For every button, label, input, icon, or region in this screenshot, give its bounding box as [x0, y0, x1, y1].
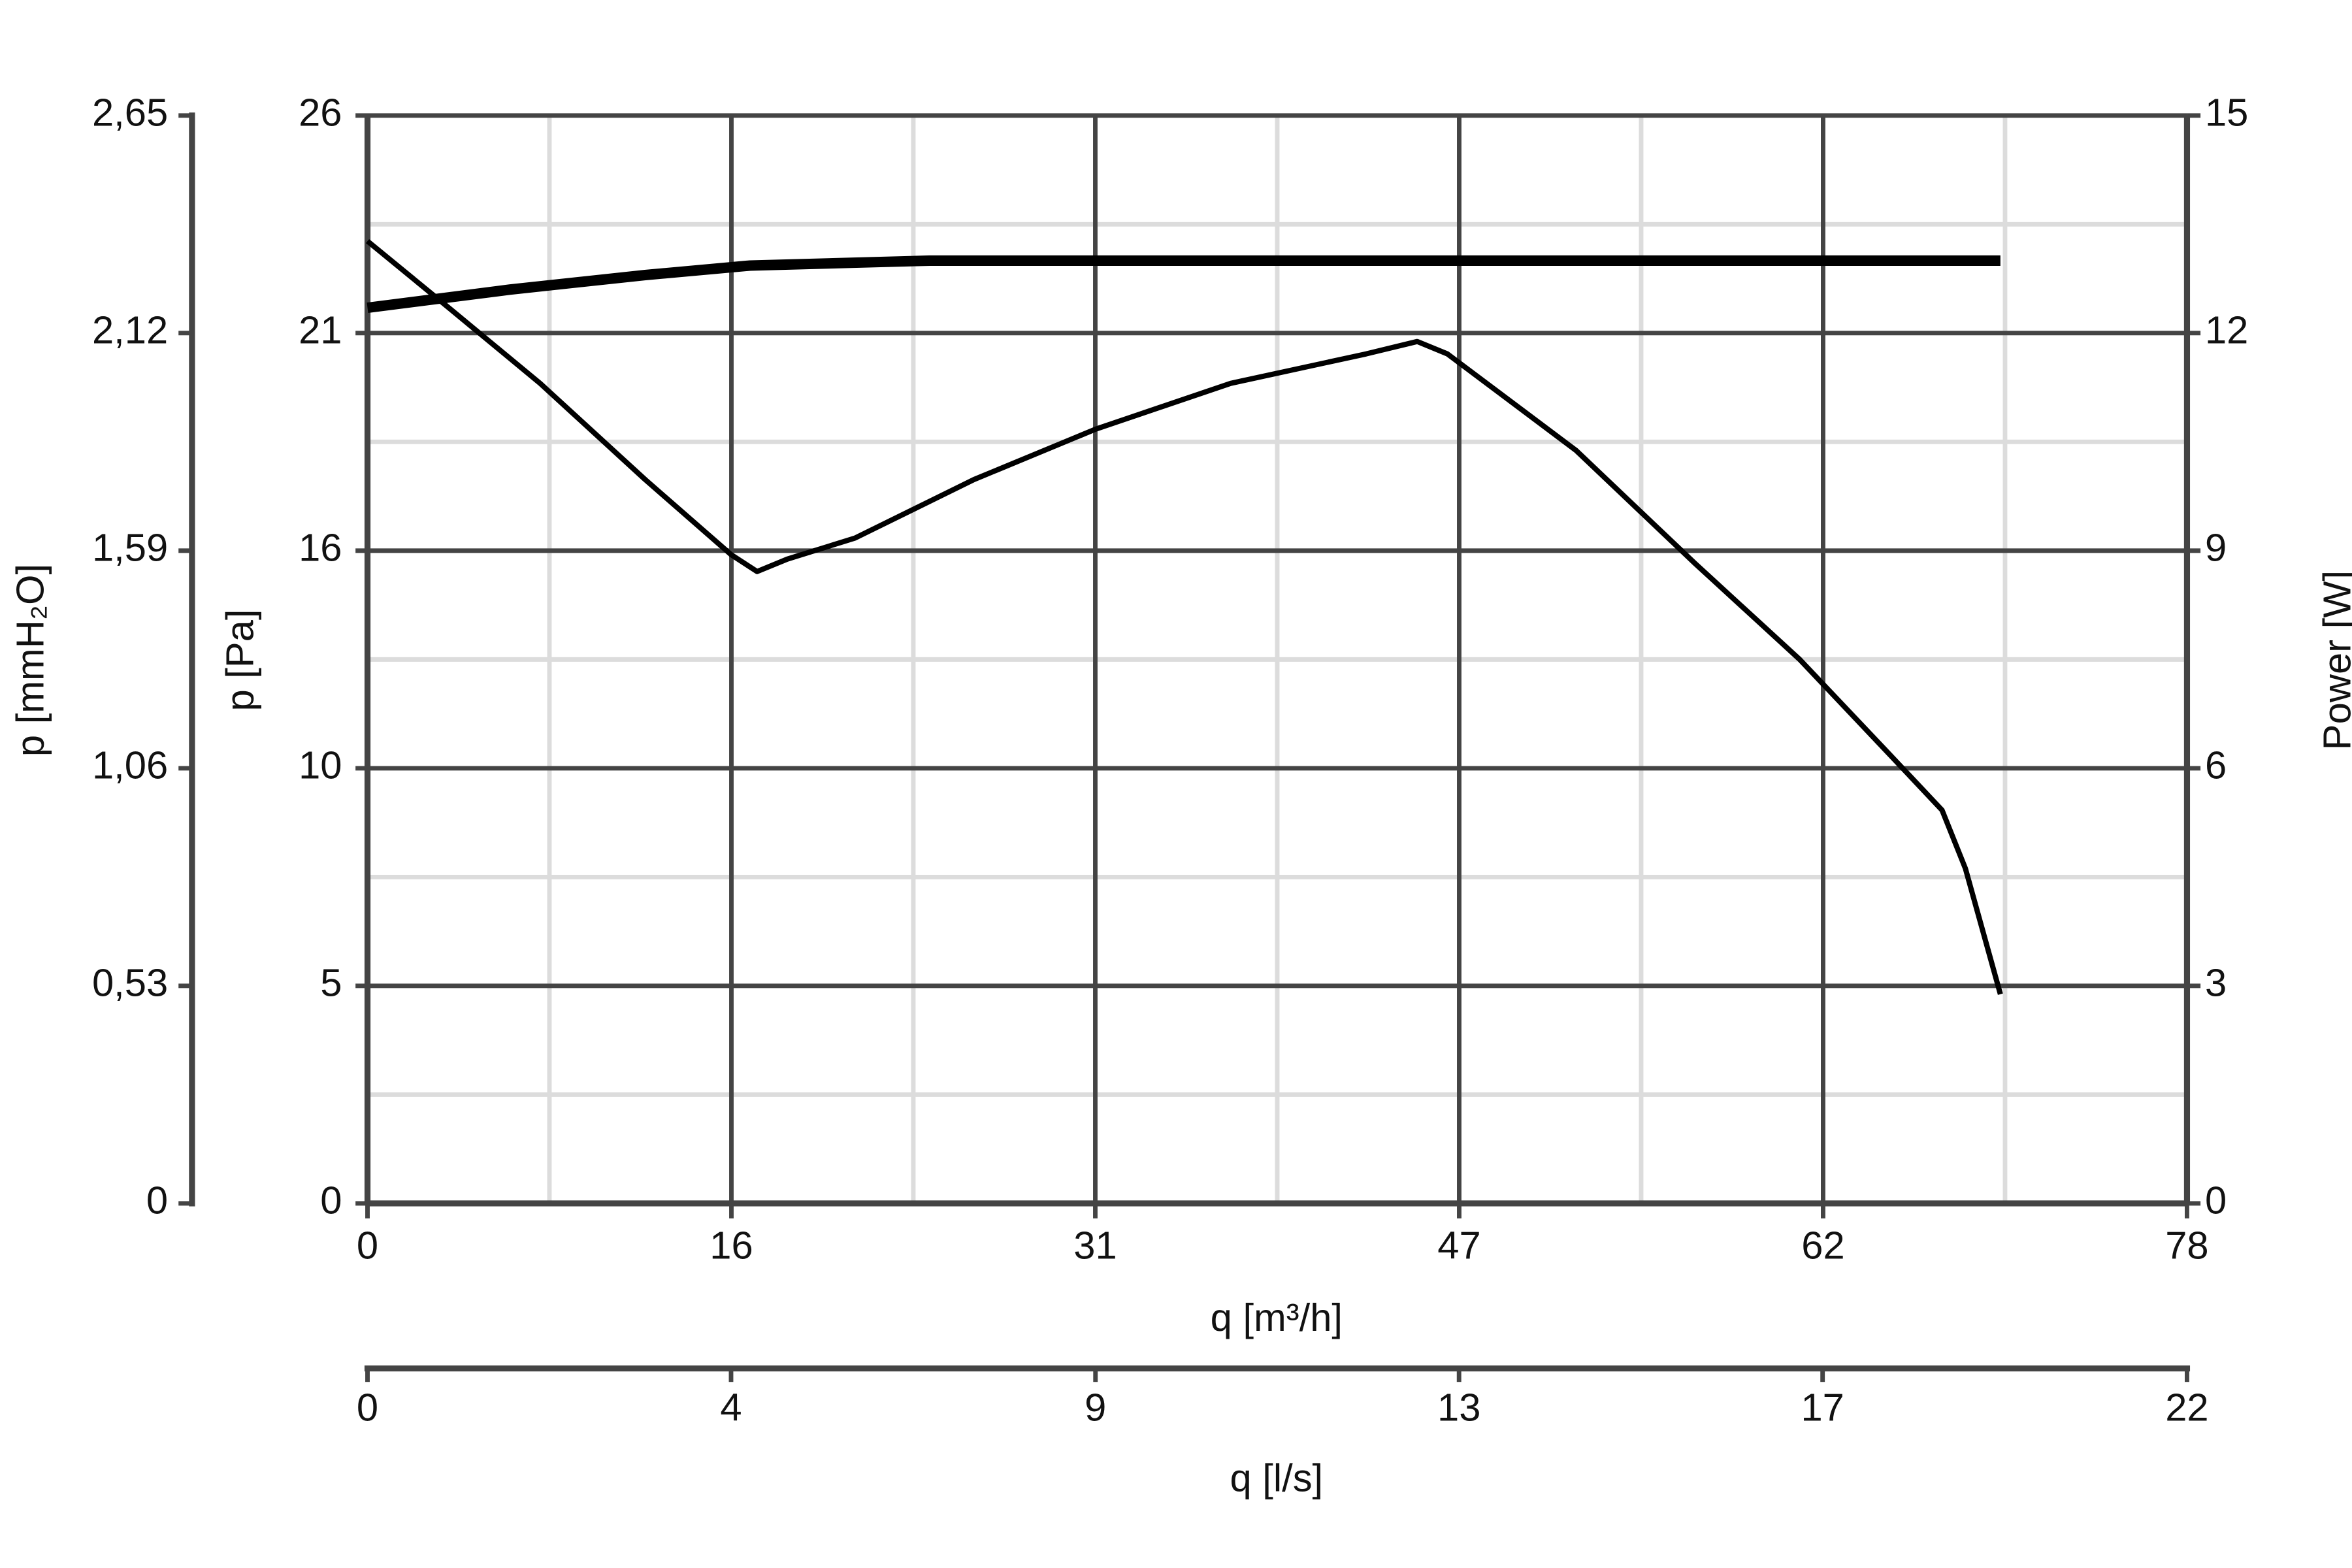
- y3-tick-label: 0,53: [92, 961, 168, 1005]
- x-tick-label: 78: [2165, 1224, 2208, 1267]
- x2-tick-label: 9: [1085, 1386, 1106, 1429]
- y2-tick-label: 12: [2205, 308, 2248, 352]
- y-tick-label: 16: [299, 526, 342, 570]
- x2-tick-label: 0: [357, 1386, 378, 1429]
- y2-tick-label: 3: [2205, 961, 2227, 1005]
- x2-tick-label: 22: [2165, 1386, 2208, 1429]
- y-tick-label: 26: [299, 91, 342, 135]
- y-axis-title: p [Pa]: [218, 610, 262, 711]
- x-tick-label: 0: [357, 1224, 378, 1267]
- y3-tick-label: 2,65: [92, 91, 168, 135]
- x-tick-label: 47: [1437, 1224, 1480, 1267]
- power-curve: [367, 255, 2001, 314]
- y2-axis-title: Power [W]: [2315, 570, 2352, 750]
- y-tick-label: 5: [320, 961, 342, 1005]
- x-tick-label: 31: [1073, 1224, 1117, 1267]
- x-tick-label: 16: [710, 1224, 753, 1267]
- x2-axis-title: q [l/s]: [1230, 1456, 1324, 1500]
- y2-tick-label: 15: [2205, 91, 2248, 135]
- x-axis-title: q [m³/h]: [1211, 1296, 1343, 1339]
- y-tick-label: 0: [320, 1179, 342, 1222]
- pressure-curve: [365, 238, 2003, 995]
- y3-tick-label: 1,06: [92, 743, 168, 787]
- x-tick-label: 62: [1801, 1224, 1844, 1267]
- y3-tick-label: 0: [146, 1179, 168, 1222]
- y2-tick-label: 9: [2205, 526, 2227, 570]
- x2-tick-label: 4: [720, 1386, 742, 1429]
- y3-tick-label: 2,12: [92, 308, 168, 352]
- y2-tick-label: 6: [2205, 743, 2227, 787]
- y3-axis-title: p [mmH₂O]: [8, 564, 52, 757]
- x2-tick-label: 13: [1437, 1386, 1480, 1429]
- y-tick-label: 21: [299, 308, 342, 352]
- y2-tick-label: 0: [2205, 1179, 2227, 1222]
- y3-tick-label: 1,59: [92, 526, 168, 570]
- x2-tick-label: 17: [1801, 1386, 1844, 1429]
- y-tick-label: 10: [299, 743, 342, 787]
